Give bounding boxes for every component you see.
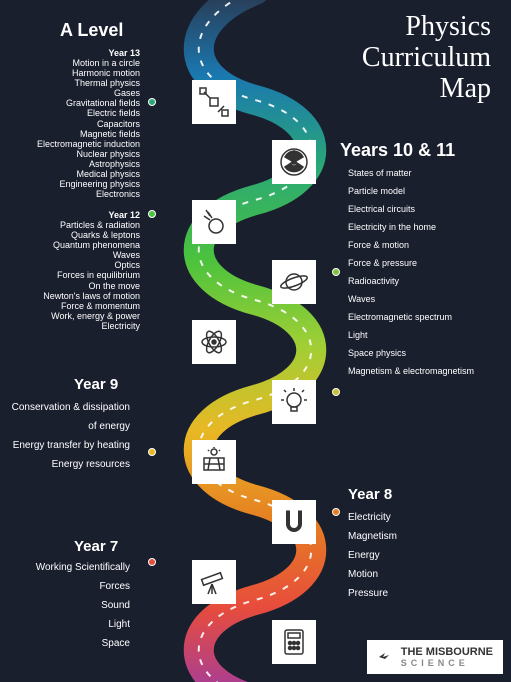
topic-item: Thermal physics bbox=[0, 78, 140, 88]
topic-item: Gases bbox=[0, 88, 140, 98]
topic-item: Working Scientifically bbox=[0, 558, 130, 577]
radioactive-icon bbox=[272, 140, 316, 184]
curriculum-road bbox=[140, 0, 370, 682]
topic-item: Capacitors bbox=[0, 119, 140, 129]
topic-item: Electromagnetic induction bbox=[0, 139, 140, 149]
year9-heading: Year 9 bbox=[74, 376, 118, 393]
solar-icon bbox=[192, 440, 236, 484]
topic-item: Particle model bbox=[348, 182, 498, 200]
topic-item: Magnetic fields bbox=[0, 129, 140, 139]
topic-item: Optics bbox=[0, 260, 140, 270]
year13-topics: Motion in a circleHarmonic motionThermal… bbox=[0, 58, 140, 199]
title-line2: Curriculum bbox=[362, 43, 491, 74]
magnet-icon bbox=[272, 500, 316, 544]
bulb-icon bbox=[272, 380, 316, 424]
topic-item: Energy bbox=[348, 546, 478, 565]
topic-item: Electrical circuits bbox=[348, 200, 498, 218]
topic-item: Forces bbox=[0, 577, 130, 596]
years1011-heading: Years 10 & 11 bbox=[340, 140, 455, 161]
years1011-dot2 bbox=[332, 388, 340, 396]
topic-item: Nuclear physics bbox=[0, 149, 140, 159]
year7-topics: Working ScientificallyForcesSoundLightSp… bbox=[0, 558, 130, 653]
topic-item: Pressure bbox=[348, 584, 478, 603]
topic-item: Energy resources bbox=[10, 455, 130, 474]
topic-item: Space physics bbox=[348, 344, 498, 362]
topic-item: Work, energy & power bbox=[0, 311, 140, 321]
year8-topics: ElectricityMagnetismEnergyMotionPressure bbox=[348, 508, 478, 603]
year8-heading: Year 8 bbox=[348, 486, 392, 503]
topic-item: Particles & radiation bbox=[0, 220, 140, 230]
topic-item: Harmonic motion bbox=[0, 68, 140, 78]
year13-block: Year 13 Motion in a circleHarmonic motio… bbox=[0, 48, 140, 199]
topic-item: Engineering physics bbox=[0, 179, 140, 189]
year9-topics: Conservation & dissipation of energyEner… bbox=[10, 398, 130, 474]
topic-item: Gravitational fields bbox=[0, 98, 140, 108]
years1011-topics: States of matterParticle modelElectrical… bbox=[348, 164, 498, 380]
logo-sub: SCIENCE bbox=[401, 658, 493, 668]
topic-item: Electricity bbox=[0, 321, 140, 331]
topic-item: Electromagnetic spectrum bbox=[348, 308, 498, 326]
telescope-icon bbox=[192, 560, 236, 604]
year12-dot bbox=[148, 210, 156, 218]
topic-item: Sound bbox=[0, 596, 130, 615]
topic-item: Waves bbox=[0, 250, 140, 260]
topic-item: Magnetism bbox=[348, 527, 478, 546]
logo-main: THE MISBOURNE bbox=[401, 646, 493, 658]
topic-item: Motion bbox=[348, 565, 478, 584]
year13-dot bbox=[148, 98, 156, 106]
topic-item: Electricity bbox=[348, 508, 478, 527]
topic-item: Light bbox=[0, 615, 130, 634]
topic-item: States of matter bbox=[348, 164, 498, 182]
topic-item: Magnetism & electromagnetism bbox=[348, 362, 498, 380]
year7-dot bbox=[148, 558, 156, 566]
topic-item: Forces in equilibrium bbox=[0, 270, 140, 280]
topic-item: Electricity in the home bbox=[348, 218, 498, 236]
planet-icon bbox=[272, 260, 316, 304]
topic-item: Electronics bbox=[0, 189, 140, 199]
topic-item: Space bbox=[0, 634, 130, 653]
topic-item: Medical physics bbox=[0, 169, 140, 179]
years1011-dot bbox=[332, 268, 340, 276]
topic-item: Conservation & dissipation of energy bbox=[10, 398, 130, 436]
topic-item: Force & pressure bbox=[348, 254, 498, 272]
topic-item: Astrophysics bbox=[0, 159, 140, 169]
topic-item: On the move bbox=[0, 281, 140, 291]
atom-icon bbox=[192, 320, 236, 364]
topic-item: Quantum phenomena bbox=[0, 240, 140, 250]
year7-heading: Year 7 bbox=[74, 538, 118, 555]
topic-item: Energy transfer by heating bbox=[10, 436, 130, 455]
page-title: Physics Curriculum Map bbox=[362, 12, 491, 104]
topic-item: Radioactivity bbox=[348, 272, 498, 290]
alevel-heading: A Level bbox=[60, 20, 123, 41]
topic-item: Waves bbox=[348, 290, 498, 308]
year8-dot bbox=[332, 508, 340, 516]
calculator-icon bbox=[272, 620, 316, 664]
topic-item: Force & motion bbox=[348, 236, 498, 254]
year12-topics: Particles & radiationQuarks & leptonsQua… bbox=[0, 220, 140, 331]
title-line1: Physics bbox=[362, 12, 491, 43]
topic-item: Quarks & leptons bbox=[0, 230, 140, 240]
year12-label: Year 12 bbox=[0, 210, 140, 220]
topic-item: Electric fields bbox=[0, 108, 140, 118]
title-line3: Map bbox=[362, 74, 491, 105]
falling-icon bbox=[192, 200, 236, 244]
year9-dot bbox=[148, 448, 156, 456]
school-logo: THE MISBOURNE SCIENCE bbox=[367, 640, 503, 674]
year13-label: Year 13 bbox=[0, 48, 140, 58]
year12-block: Year 12 Particles & radiationQuarks & le… bbox=[0, 210, 140, 331]
topic-item: Motion in a circle bbox=[0, 58, 140, 68]
topic-item: Force & momentum bbox=[0, 301, 140, 311]
satellite-icon bbox=[192, 80, 236, 124]
topic-item: Light bbox=[348, 326, 498, 344]
topic-item: Newton's laws of motion bbox=[0, 291, 140, 301]
bird-icon bbox=[377, 647, 397, 667]
